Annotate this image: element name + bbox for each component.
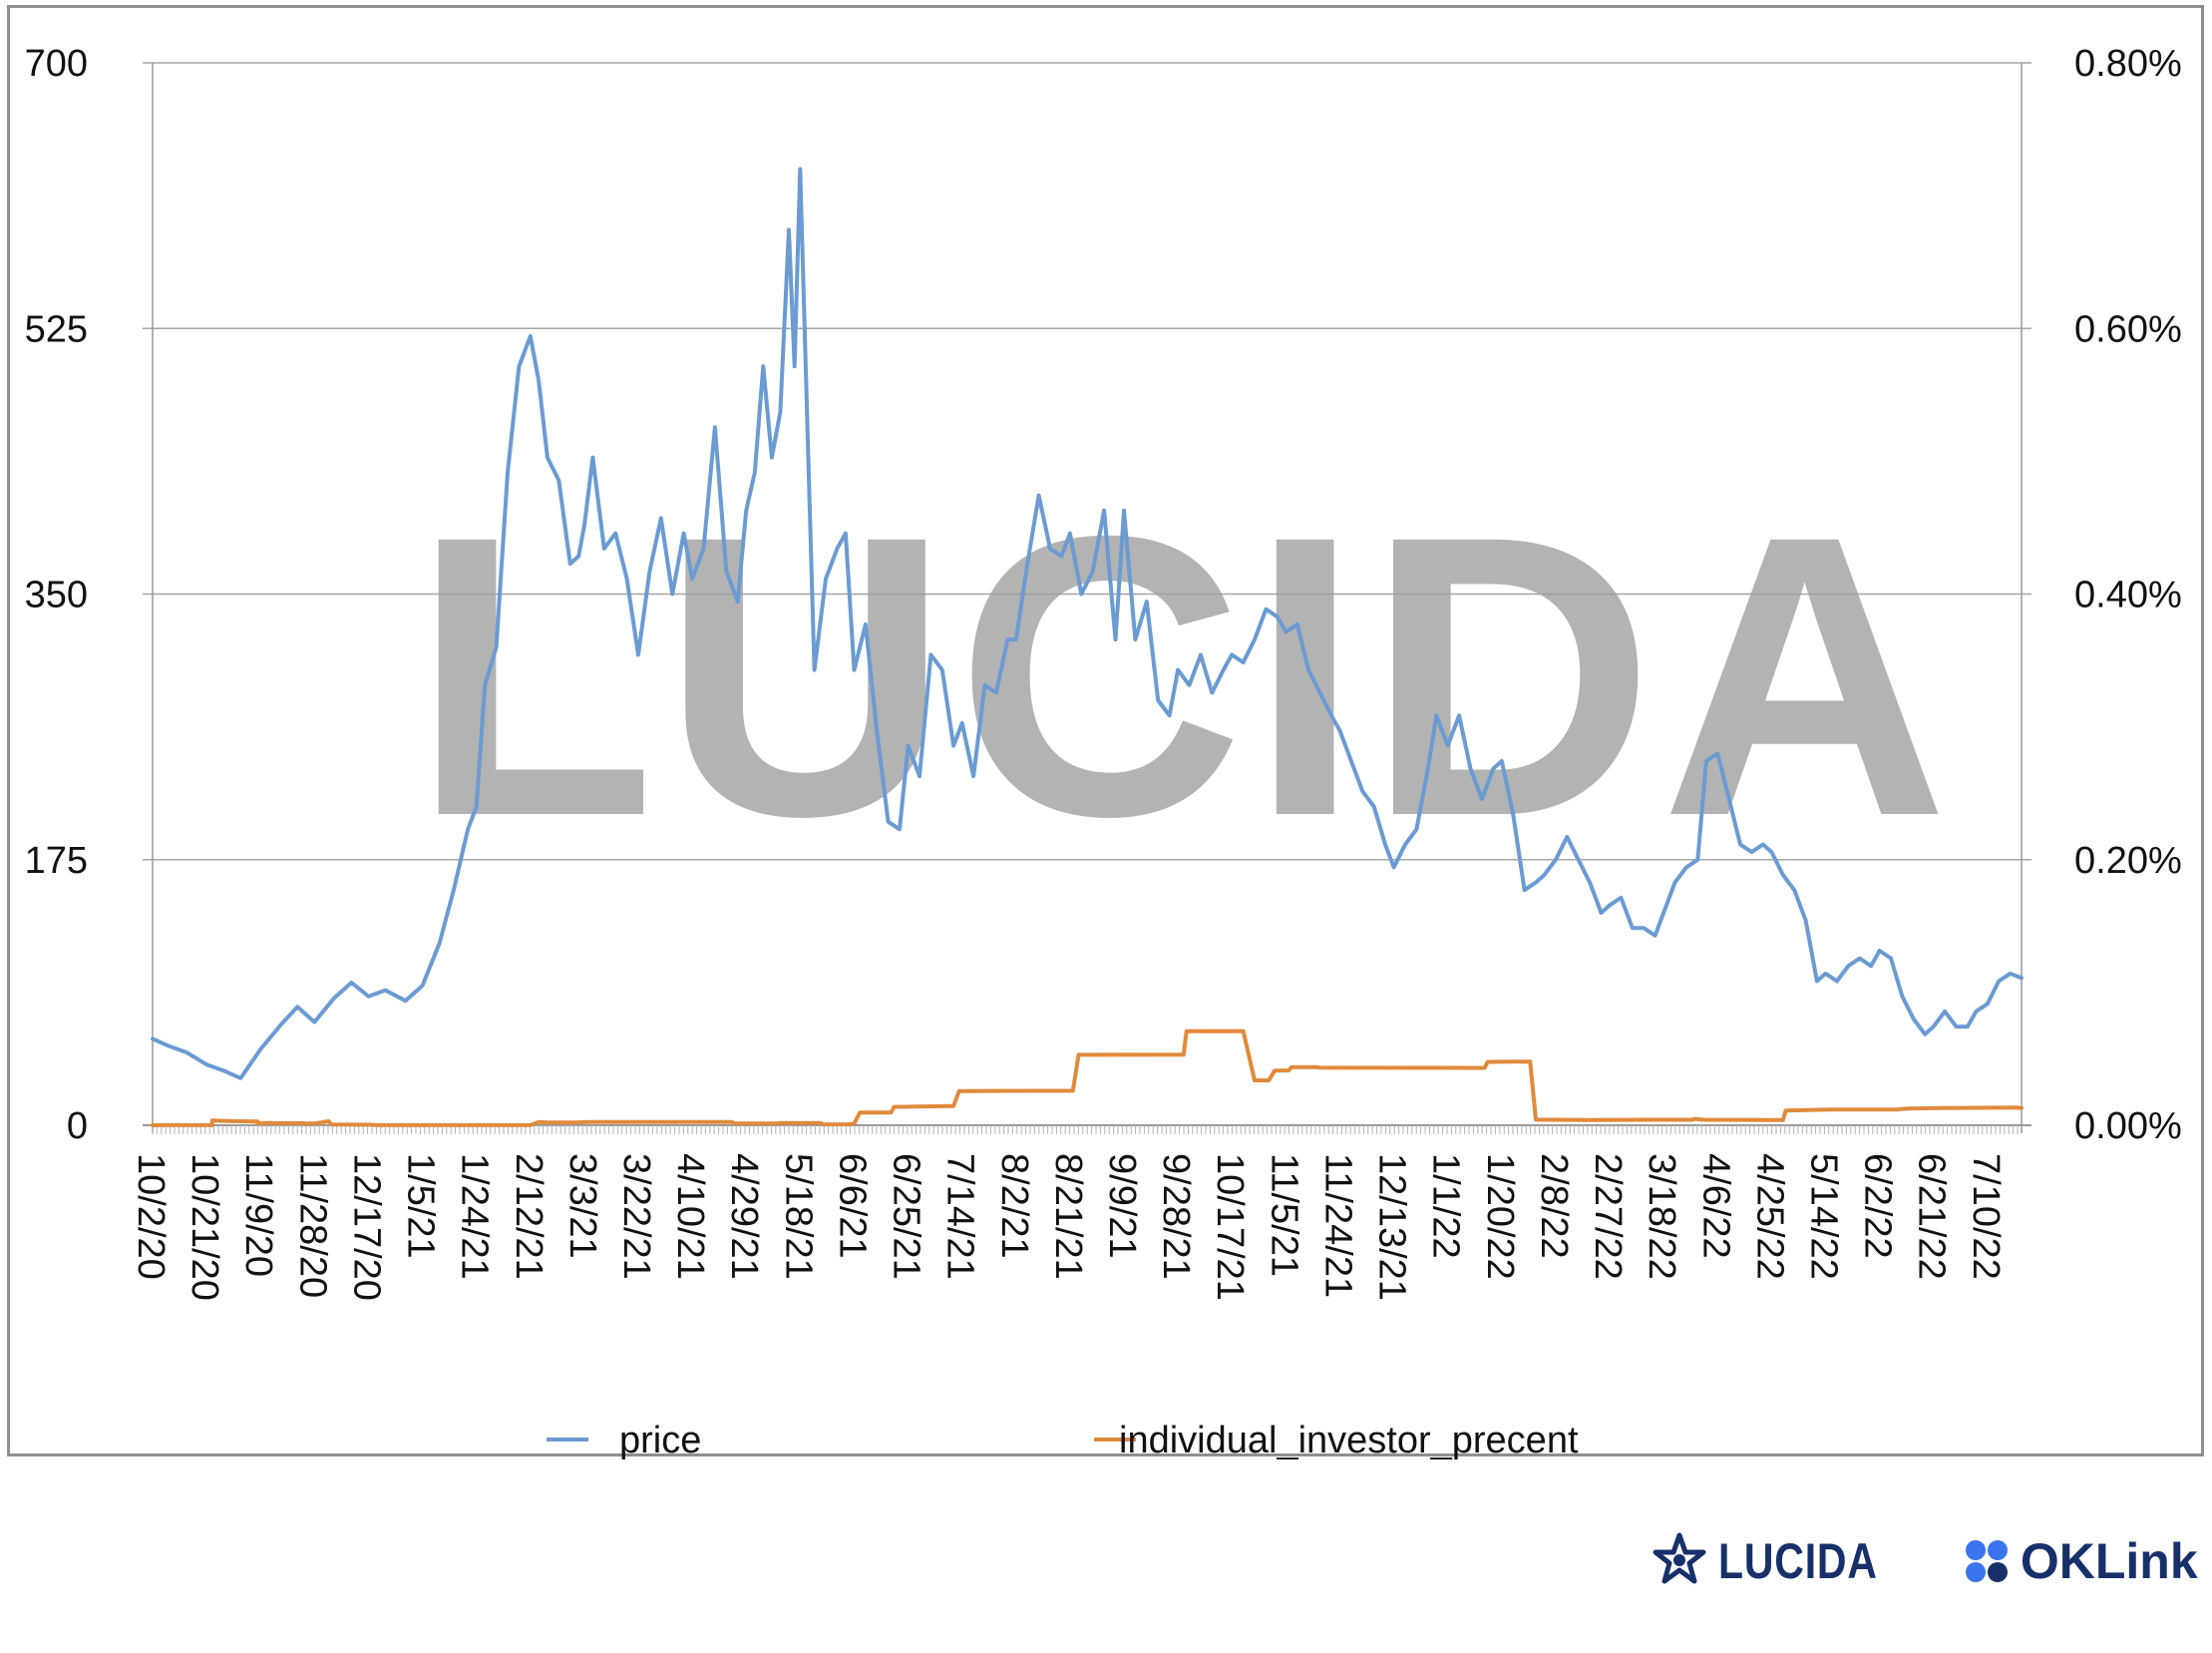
x-tick-label: 4/10/21 [669,1153,711,1280]
oklink-brand: OKLink [1963,1532,2198,1590]
y-left-tick-label: 525 [25,308,88,350]
lucida-brand-text: LUCIDA [1718,1533,1878,1589]
x-tick-label: 10/21/20 [184,1153,225,1301]
y-right-tick-label: 0.60% [2074,308,2182,350]
x-tick-label: 11/24/21 [1317,1153,1359,1298]
y-right-tick-label: 0.40% [2074,575,2182,617]
x-tick-label: 2/8/22 [1533,1153,1575,1259]
x-tick-label: 7/14/21 [939,1153,981,1280]
x-tick-label: 6/2/22 [1857,1153,1899,1259]
oklink-dots-icon [1965,1540,2008,1582]
x-tick-label: 2/12/21 [508,1153,550,1280]
x-tick-label: 10/17/21 [1209,1153,1251,1301]
y-left-tick-label: 0 [67,1105,88,1147]
y-axis-right-labels: 0.00% 0.20% 0.40% 0.60% 0.80% [2074,43,2182,1147]
x-tick-label: 1/24/21 [454,1153,496,1280]
x-tick-label: 5/18/21 [777,1153,819,1280]
legend: price individual_investor_precent [547,1420,1579,1459]
y-axis-left-labels: 0 175 350 525 700 [25,43,88,1147]
y-left-tick-label: 350 [25,575,88,617]
x-tick-label: 12/13/21 [1371,1153,1413,1301]
x-tick-label: 4/6/22 [1694,1153,1736,1259]
series-line-price [151,167,2024,1080]
grid-lines [143,62,2031,1133]
chart-frame: LUCIDA 0 175 350 525 700 0.00% 0.20% 0.40% 0.60… [7,5,2204,1459]
y-left-tick-label: 700 [25,43,88,85]
y-right-tick-label: 0.00% [2074,1105,2182,1147]
x-tick-label: 9/28/21 [1155,1153,1197,1280]
x-tick-label: 1/5/21 [400,1153,442,1259]
x-tick-label: 11/9/20 [237,1153,279,1277]
x-tick-label: 6/25/21 [886,1153,927,1280]
x-tick-label: 11/28/20 [291,1153,333,1298]
brand-logos: LUCIDA OKLink [1651,1526,2198,1596]
x-tick-label: 3/18/22 [1641,1153,1682,1280]
x-tick-marks [152,1125,2019,1134]
x-tick-label: 8/21/21 [1047,1153,1089,1280]
x-tick-label: 8/2/21 [993,1153,1035,1259]
y-right-tick-label: 0.80% [2074,43,2182,85]
legend-label: price [619,1420,701,1459]
x-tick-label: 6/6/21 [832,1153,874,1259]
x-tick-label: 7/10/22 [1965,1153,2007,1280]
x-tick-mark-strip [152,1125,2019,1134]
x-tick-label: 5/14/22 [1803,1153,1845,1280]
x-tick-label: 4/25/22 [1748,1153,1790,1280]
x-tick-label: 4/29/21 [723,1153,765,1280]
legend-label: individual_investor_precent [1119,1420,1579,1459]
x-tick-label: 10/2/20 [130,1153,172,1280]
x-tick-label: 3/22/21 [615,1153,657,1280]
oklink-brand-text: OKLink [2020,1533,2198,1589]
x-tick-label: 1/1/22 [1425,1153,1467,1259]
lucida-star-icon [1653,1532,1706,1584]
x-tick-label: 11/5/21 [1263,1153,1304,1277]
x-tick-label: 1/20/22 [1479,1153,1521,1280]
x-tick-label: 6/21/22 [1911,1153,1953,1280]
lucida-brand: LUCIDA [1651,1532,1913,1590]
x-tick-label: 2/27/22 [1587,1153,1629,1280]
y-left-tick-label: 175 [25,840,88,882]
x-tick-label: 12/17/20 [345,1153,387,1301]
y-right-tick-label: 0.20% [2074,840,2182,882]
x-tick-label: 3/3/21 [561,1153,603,1259]
x-tick-label: 9/9/21 [1101,1153,1143,1259]
x-axis-labels: 10/2/20 10/21/20 11/9/20 11/28/20 12/17/20 1/… [130,1153,2007,1301]
series-line-individual-investor-precent [151,1029,2024,1127]
series-lines [151,167,2024,1127]
